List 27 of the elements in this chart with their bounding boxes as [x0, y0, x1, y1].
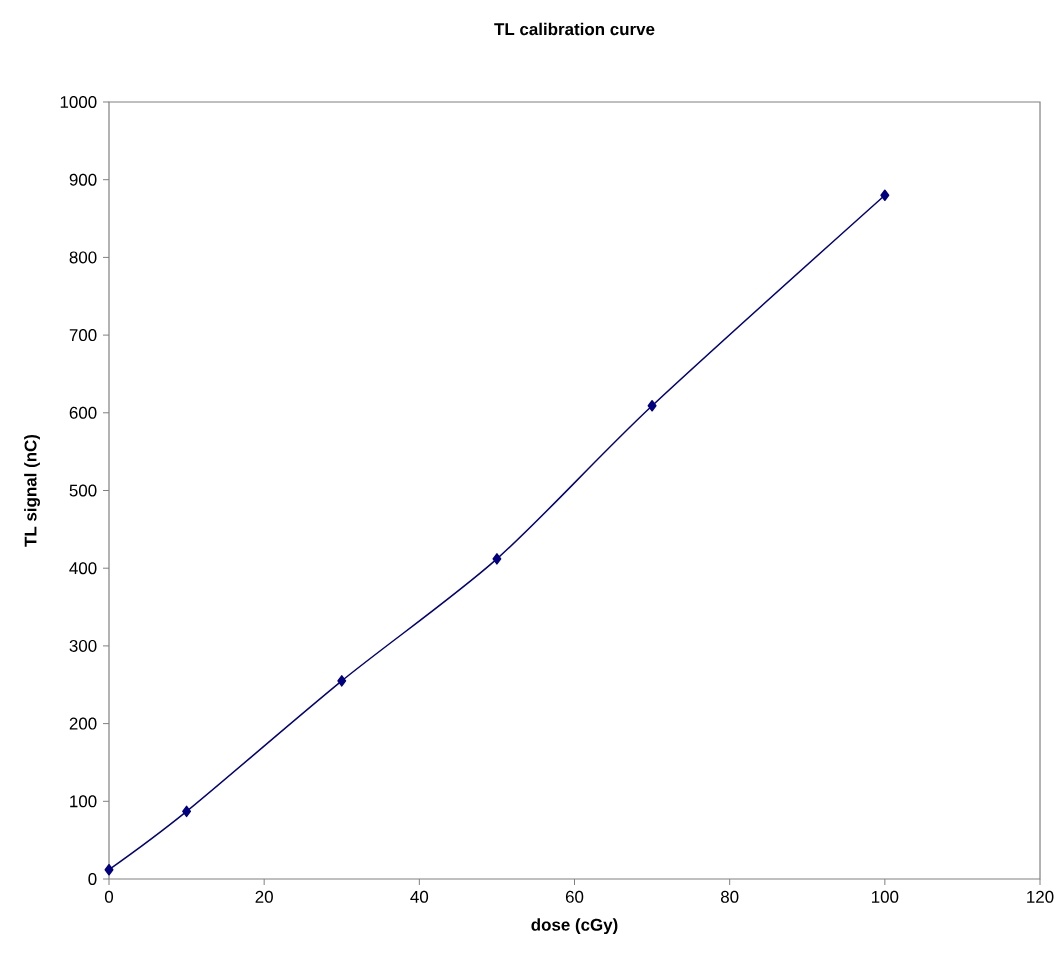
- y-tick-label: 1000: [60, 95, 97, 108]
- y-tick-label: 400: [69, 562, 97, 575]
- x-tick-label: 100: [872, 890, 899, 903]
- chart-title: TL calibration curve: [494, 22, 655, 36]
- point: [647, 400, 657, 412]
- y-tick-label: 900: [69, 173, 97, 186]
- y-tick-label: 0: [88, 873, 97, 885]
- point: [104, 863, 114, 876]
- y-tick-label: 500: [69, 484, 97, 497]
- point: [182, 805, 192, 818]
- x-tick-label: 60: [565, 890, 584, 903]
- y-axis-title: TL signal (nC): [24, 434, 40, 547]
- point: [880, 189, 890, 201]
- y-tick-label: 200: [69, 717, 97, 730]
- x-tick-label: 40: [410, 890, 429, 903]
- point: [492, 553, 502, 565]
- y-tick-label: 300: [69, 639, 97, 652]
- x-axis-title: dose (cGy): [531, 918, 618, 935]
- y-tick-label: 600: [69, 406, 97, 419]
- y-tick-label: 800: [69, 251, 97, 264]
- x-tick-label: 80: [720, 890, 739, 903]
- x-tick-label: 0: [104, 890, 114, 903]
- x-tick-label: 120: [1027, 890, 1054, 903]
- y-tick-label: 100: [70, 795, 97, 808]
- point: [337, 675, 347, 687]
- y-tick-label: 700: [69, 329, 97, 342]
- x-tick-label: 20: [255, 890, 273, 903]
